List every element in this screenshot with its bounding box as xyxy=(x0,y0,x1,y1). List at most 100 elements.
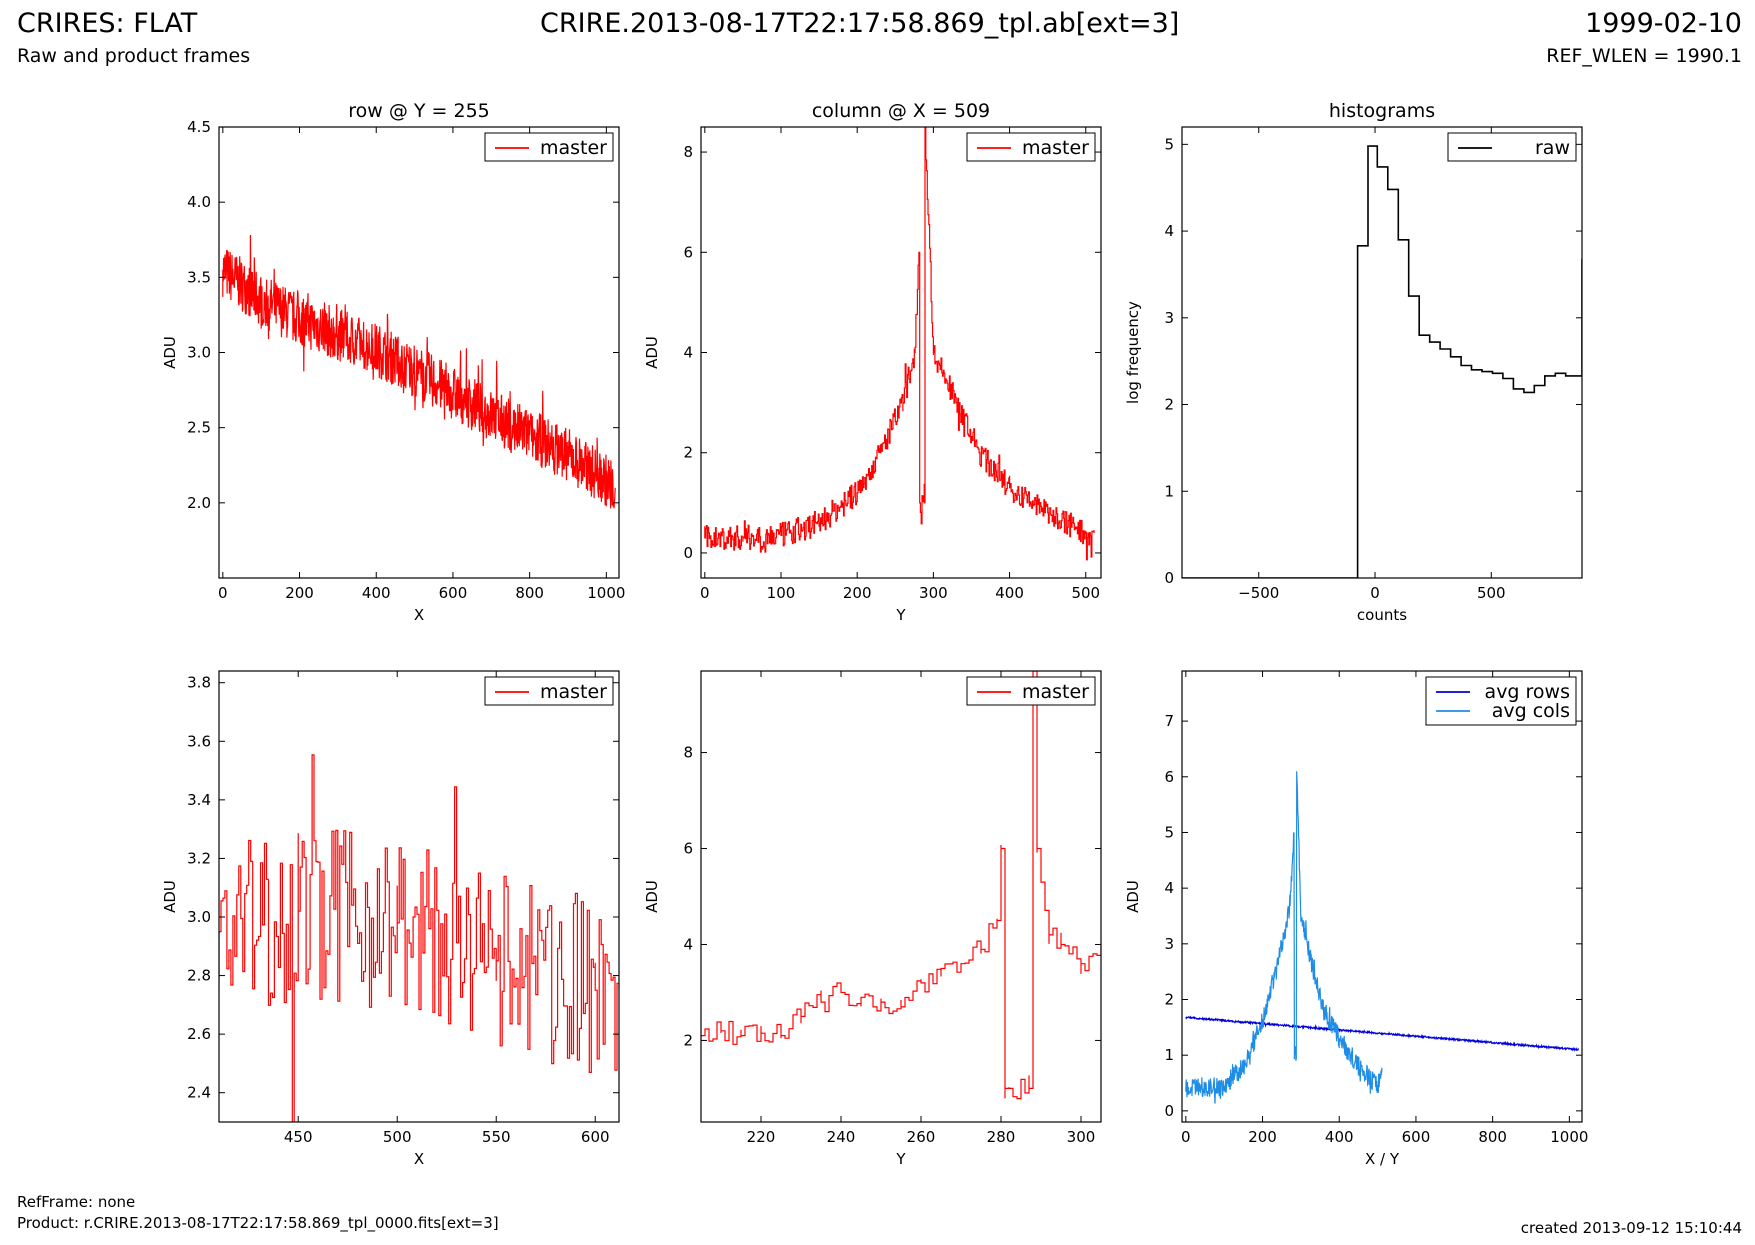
footer-product: Product: r.CRIRE.2013-08-17T22:17:58.869… xyxy=(17,1214,499,1232)
y-tick-label: 1 xyxy=(1164,482,1174,500)
y-tick-label: 2 xyxy=(683,444,693,462)
x-tick-label: 300 xyxy=(919,584,948,602)
legend-label: master xyxy=(540,681,607,703)
y-tick-label: 8 xyxy=(683,143,693,161)
chart-panel-3: −500 0 500012345histogramscountslog freque… xyxy=(1124,100,1582,624)
y-tick-label: 6 xyxy=(683,840,693,858)
series-line-master xyxy=(701,661,1101,1099)
axes-frame xyxy=(219,671,619,1122)
x-tick-label: 500 xyxy=(1477,584,1506,602)
y-tick-label: 3.8 xyxy=(187,674,211,692)
axes-frame xyxy=(1182,127,1582,578)
y-axis-label: ADU xyxy=(643,880,661,913)
y-tick-label: 4 xyxy=(683,344,693,362)
series-line-master xyxy=(223,235,615,508)
legend-label: avg cols xyxy=(1492,700,1570,722)
y-tick-label: 2.6 xyxy=(187,1025,211,1043)
x-tick-label: 400 xyxy=(995,584,1024,602)
y-tick-label: 0 xyxy=(1164,1102,1174,1120)
axes-frame xyxy=(219,127,619,578)
x-axis-label: X xyxy=(414,1150,424,1168)
chart-panel-6: 0 200 400 600 800 1000 0 1 2 3 4 5 6 7 X / Y ADU avg row… xyxy=(1124,671,1588,1168)
axes-frame xyxy=(701,671,1101,1122)
x-axis-label: counts xyxy=(1357,606,1407,624)
y-tick-label: 4 xyxy=(683,935,693,953)
chart-title: column @ X = 509 xyxy=(812,100,990,122)
y-tick-label: 8 xyxy=(683,744,693,762)
y-tick-label: 2.5 xyxy=(187,419,211,437)
x-tick-label: 450 xyxy=(284,1128,313,1146)
x-tick-label: 0 xyxy=(700,584,710,602)
x-tick-label: 220 xyxy=(747,1128,776,1146)
y-tick-label: 2.0 xyxy=(187,494,211,512)
chart-title: row @ Y = 255 xyxy=(348,100,490,122)
x-tick-label: 600 xyxy=(581,1128,610,1146)
y-tick-label: 2.8 xyxy=(187,967,211,985)
y-axis-label: ADU xyxy=(643,336,661,369)
x-tick-label: 260 xyxy=(907,1128,936,1146)
y-tick-label: 2 xyxy=(1164,396,1174,414)
x-tick-label: 1000 xyxy=(1550,1128,1588,1146)
x-tick-label: 800 xyxy=(1478,1128,1507,1146)
y-tick-label: 4.0 xyxy=(187,193,211,211)
y-tick-label: 2 xyxy=(1164,991,1174,1009)
x-tick-label: 1000 xyxy=(587,584,625,602)
legend-label: master xyxy=(1022,681,1089,703)
x-tick-label: −500 xyxy=(1238,584,1279,602)
footer-refframe: RefFrame: none xyxy=(17,1193,135,1211)
y-tick-label: 0 xyxy=(683,544,693,562)
footer-created: created 2013-09-12 15:10:44 xyxy=(1521,1219,1742,1237)
x-tick-label: 500 xyxy=(1071,584,1100,602)
y-axis-label: log frequency xyxy=(1124,301,1142,404)
x-tick-label: 500 xyxy=(383,1128,412,1146)
series-line-master xyxy=(705,116,1094,560)
y-tick-label: 3.2 xyxy=(187,849,211,867)
y-tick-label: 4 xyxy=(1164,222,1174,240)
chart-panel-2: 0 100 200 300 400 50002468column @ X = 509YAD… xyxy=(643,100,1101,624)
y-tick-label: 3.6 xyxy=(187,732,211,750)
x-axis-label: X / Y xyxy=(1365,1150,1400,1168)
y-tick-label: 4.5 xyxy=(187,118,211,136)
x-axis-label: Y xyxy=(895,1150,906,1168)
y-tick-label: 7 xyxy=(1164,712,1174,730)
x-tick-label: 300 xyxy=(1067,1128,1096,1146)
series-line-raw xyxy=(1182,146,1582,578)
y-tick-label: 5 xyxy=(1164,823,1174,841)
x-tick-label: 400 xyxy=(1325,1128,1354,1146)
y-tick-label: 3.5 xyxy=(187,268,211,286)
x-tick-label: 0 xyxy=(218,584,228,602)
legend-label: master xyxy=(540,137,607,159)
y-tick-label: 2.4 xyxy=(187,1084,211,1102)
x-tick-label: 200 xyxy=(285,584,314,602)
x-tick-label: 280 xyxy=(987,1128,1016,1146)
x-tick-label: 600 xyxy=(439,584,468,602)
y-tick-label: 5 xyxy=(1164,135,1174,153)
y-axis-label: ADU xyxy=(161,880,179,913)
y-tick-label: 6 xyxy=(1164,768,1174,786)
chart-panel-4: 450 500 550 600 2.4 2.6 2.8 3.0 3.2 3.4 3.6 3.8 X ADU… xyxy=(161,671,619,1168)
series-line-master xyxy=(219,755,619,1124)
x-tick-label: 600 xyxy=(1402,1128,1431,1146)
x-tick-label: 0 xyxy=(1181,1128,1191,1146)
x-tick-label: 800 xyxy=(515,584,544,602)
y-tick-label: 1 xyxy=(1164,1046,1174,1064)
y-axis-label: ADU xyxy=(1124,880,1142,913)
x-axis-label: Y xyxy=(895,606,906,624)
y-tick-label: 3.0 xyxy=(187,908,211,926)
y-tick-label: 3 xyxy=(1164,309,1174,327)
y-tick-label: 3.0 xyxy=(187,344,211,362)
y-tick-label: 3.4 xyxy=(187,791,211,809)
legend-label: master xyxy=(1022,137,1089,159)
y-axis-label: ADU xyxy=(161,336,179,369)
x-tick-label: 550 xyxy=(482,1128,511,1146)
y-tick-label: 6 xyxy=(683,243,693,261)
y-tick-label: 4 xyxy=(1164,879,1174,897)
x-axis-label: X xyxy=(414,606,424,624)
axes-frame xyxy=(1182,671,1582,1122)
chart-panel-1: 0 200 400 600 800 10002.02.53.03.54.04.5row @… xyxy=(161,100,625,624)
chart-title: histograms xyxy=(1329,100,1435,122)
series-line-avg-cols xyxy=(1186,771,1382,1103)
y-tick-label: 3 xyxy=(1164,935,1174,953)
legend-label: raw xyxy=(1535,137,1570,159)
figure-canvas: 0 200 400 600 800 10002.02.53.03.54.04.5row @… xyxy=(0,0,1755,1245)
